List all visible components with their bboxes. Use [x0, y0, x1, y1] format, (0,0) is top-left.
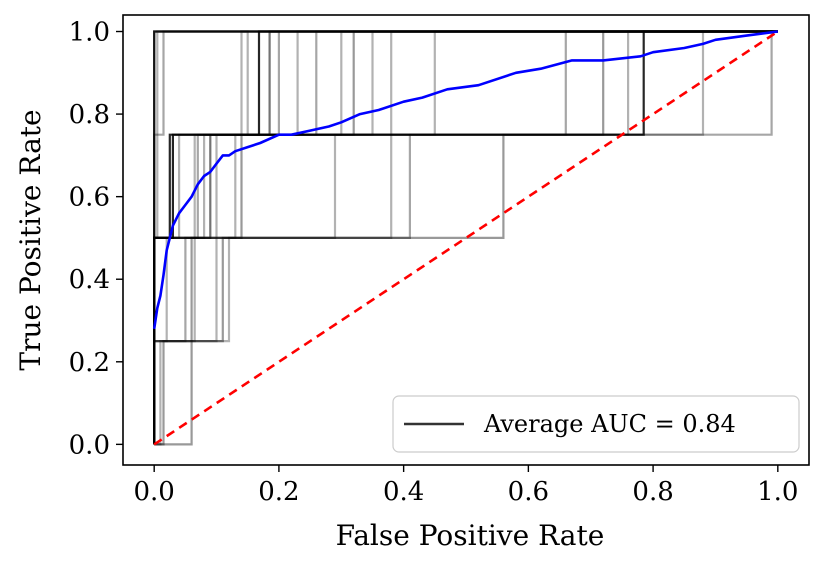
x-tick-label: 0.6 — [508, 477, 549, 507]
legend-entry-label: Average AUC = 0.84 — [483, 410, 736, 438]
fold-roc-curve-10 — [153, 30, 778, 445]
x-tick-label: 0.2 — [258, 477, 299, 507]
fold-roc-curve-9 — [153, 30, 778, 445]
fold-roc-curve-7 — [154, 30, 778, 446]
y-tick-label: 0.2 — [69, 348, 110, 378]
y-tick-label: 0.4 — [69, 265, 110, 295]
x-tick-label: 0.0 — [134, 477, 175, 507]
y-tick-label: 0.8 — [69, 100, 110, 130]
chance-line — [153, 30, 779, 446]
fold-roc-curve-17 — [153, 30, 778, 445]
x-axis-label: False Positive Rate — [336, 519, 605, 552]
fold-roc-curve-12 — [153, 30, 778, 445]
fold-roc-curve-16 — [153, 30, 778, 445]
x-tick-label: 0.4 — [383, 477, 424, 507]
x-axis: 0.0 0.2 0.4 0.6 0.8 1.0 — [134, 465, 798, 507]
legend: Average AUC = 0.84 — [392, 395, 800, 453]
y-axis-label: True Positive Rate — [14, 109, 47, 370]
fold-roc-curve-18 — [153, 30, 778, 445]
fold-roc-curve-13 — [153, 30, 778, 445]
plot-area — [152, 30, 779, 446]
y-tick-label: 0.0 — [69, 430, 110, 460]
y-axis: 0.0 0.2 0.4 0.6 0.8 1.0 — [69, 18, 123, 460]
fold-roc-curve-11 — [153, 30, 778, 445]
y-tick-label: 0.6 — [69, 183, 110, 213]
x-tick-label: 1.0 — [757, 477, 798, 507]
fold-roc-curve-8 — [153, 30, 778, 445]
fold-roc-curve-5 — [153, 30, 778, 445]
mean-roc-curve — [152, 30, 778, 329]
x-tick-label: 0.8 — [632, 477, 673, 507]
axes-frame — [122, 14, 810, 466]
fold-roc-curve-6 — [154, 30, 778, 446]
legend-box — [392, 395, 800, 453]
fold-roc-curve-15 — [154, 30, 778, 446]
y-tick-label: 1.0 — [69, 18, 110, 48]
